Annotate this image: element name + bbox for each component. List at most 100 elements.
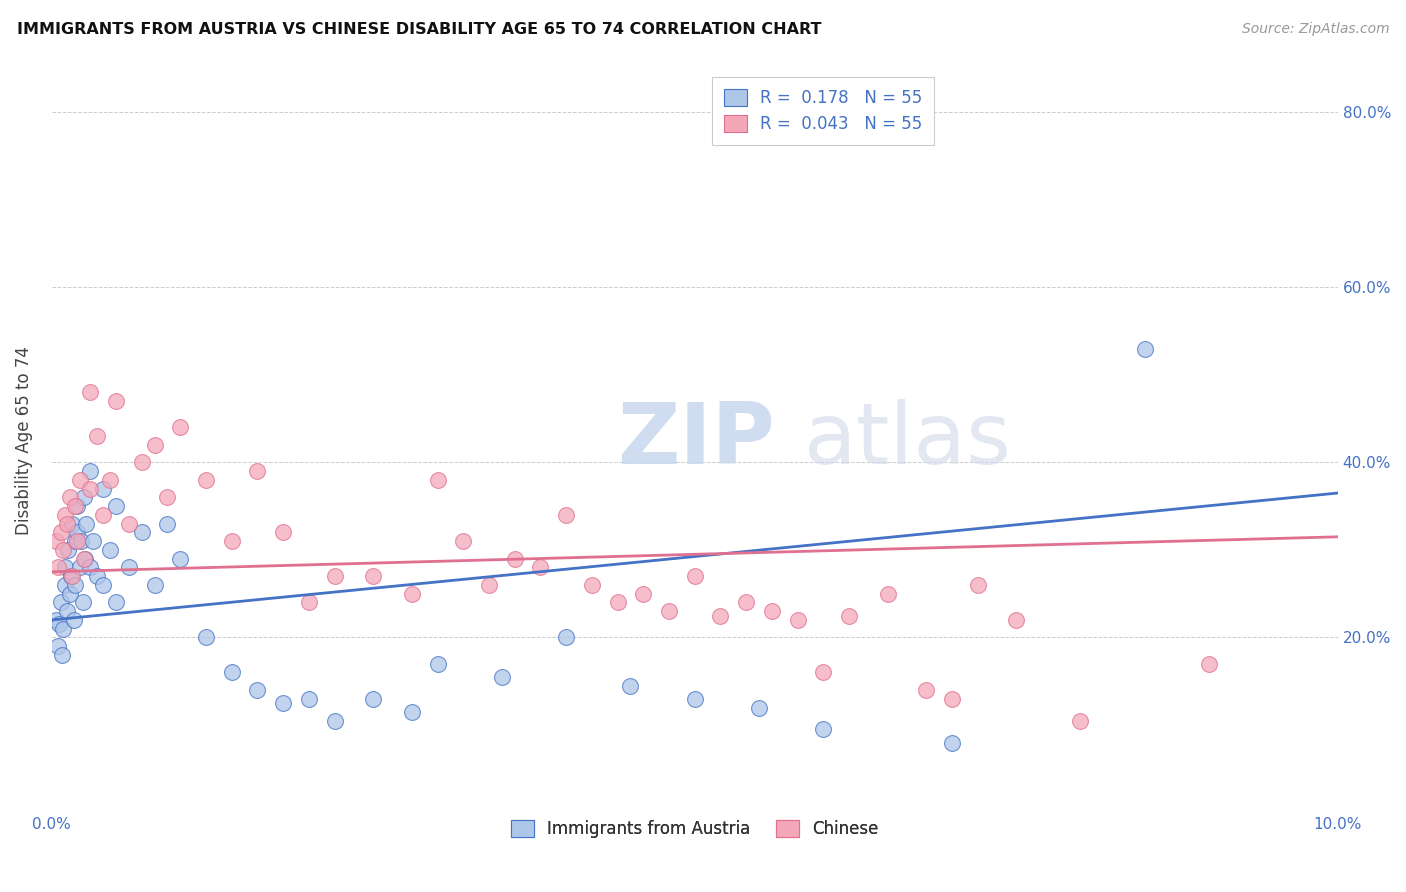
Point [105, 499, 128, 513]
Point [82, 534, 104, 549]
Point [195, 473, 218, 487]
Point [73, 491, 96, 505]
Point [91, 482, 114, 496]
Point [70, 534, 93, 549]
Point [63, 534, 86, 549]
Point [761, 604, 783, 618]
Point [63, 578, 86, 592]
Point [86, 429, 108, 443]
Point [813, 723, 835, 737]
Point [79, 482, 101, 496]
Point [221, 534, 243, 549]
Point [941, 691, 963, 706]
Point [915, 683, 938, 698]
Point [69, 473, 91, 487]
Point [401, 705, 423, 719]
Point [169, 420, 191, 434]
Point [91, 578, 114, 592]
Point [76, 516, 98, 531]
Point [86, 569, 108, 583]
Point [169, 551, 191, 566]
Point [156, 491, 179, 505]
Point [246, 683, 269, 698]
Point [555, 508, 578, 522]
Point [941, 735, 963, 749]
Point [323, 569, 346, 583]
Point [60, 569, 83, 583]
Text: ZIP: ZIP [617, 399, 775, 482]
Point [75, 551, 97, 566]
Point [876, 587, 898, 601]
Point [59, 491, 82, 505]
Point [62, 613, 84, 627]
Point [52, 543, 75, 558]
Point [46, 639, 69, 653]
Point [581, 578, 603, 592]
Point [1198, 657, 1220, 671]
Point [401, 587, 423, 601]
Point [73, 551, 96, 566]
Point [246, 464, 269, 478]
Point [529, 560, 551, 574]
Point [69, 560, 91, 574]
Text: IMMIGRANTS FROM AUSTRIA VS CHINESE DISABILITY AGE 65 TO 74 CORRELATION CHART: IMMIGRANTS FROM AUSTRIA VS CHINESE DISAB… [17, 22, 821, 37]
Point [271, 525, 294, 540]
Point [91, 508, 114, 522]
Point [606, 595, 628, 609]
Point [66, 525, 89, 540]
Point [105, 394, 128, 409]
Point [1133, 342, 1156, 356]
Point [451, 534, 474, 549]
Point [60, 569, 83, 583]
Point [683, 569, 706, 583]
Point [491, 670, 513, 684]
Point [105, 595, 128, 609]
Point [478, 578, 501, 592]
Point [79, 560, 101, 574]
Point [658, 604, 681, 618]
Point [45, 534, 67, 549]
Point [143, 578, 166, 592]
Point [298, 691, 321, 706]
Point [98, 543, 121, 558]
Point [143, 438, 166, 452]
Point [786, 613, 808, 627]
Point [156, 516, 179, 531]
Point [838, 608, 860, 623]
Point [72, 595, 94, 609]
Point [118, 560, 141, 574]
Point [45, 613, 67, 627]
Point [98, 473, 121, 487]
Point [49, 595, 72, 609]
Point [813, 665, 835, 680]
Point [66, 534, 89, 549]
Point [53, 578, 76, 592]
Point [221, 665, 243, 680]
Text: atlas: atlas [804, 399, 1012, 482]
Point [131, 455, 153, 469]
Point [503, 551, 526, 566]
Point [53, 508, 76, 522]
Point [748, 700, 770, 714]
Point [59, 587, 82, 601]
Point [323, 714, 346, 728]
Point [361, 691, 384, 706]
Y-axis label: Disability Age 65 to 74: Disability Age 65 to 74 [15, 346, 32, 535]
Point [298, 595, 321, 609]
Point [60, 516, 83, 531]
Point [633, 587, 655, 601]
Point [683, 691, 706, 706]
Point [79, 464, 101, 478]
Point [1005, 613, 1028, 627]
Point [63, 499, 86, 513]
Point [619, 679, 641, 693]
Point [58, 543, 80, 558]
Point [1069, 714, 1091, 728]
Point [66, 499, 89, 513]
Point [195, 631, 218, 645]
Point [735, 595, 758, 609]
Point [51, 648, 73, 662]
Point [555, 631, 578, 645]
Point [52, 622, 75, 636]
Point [79, 385, 101, 400]
